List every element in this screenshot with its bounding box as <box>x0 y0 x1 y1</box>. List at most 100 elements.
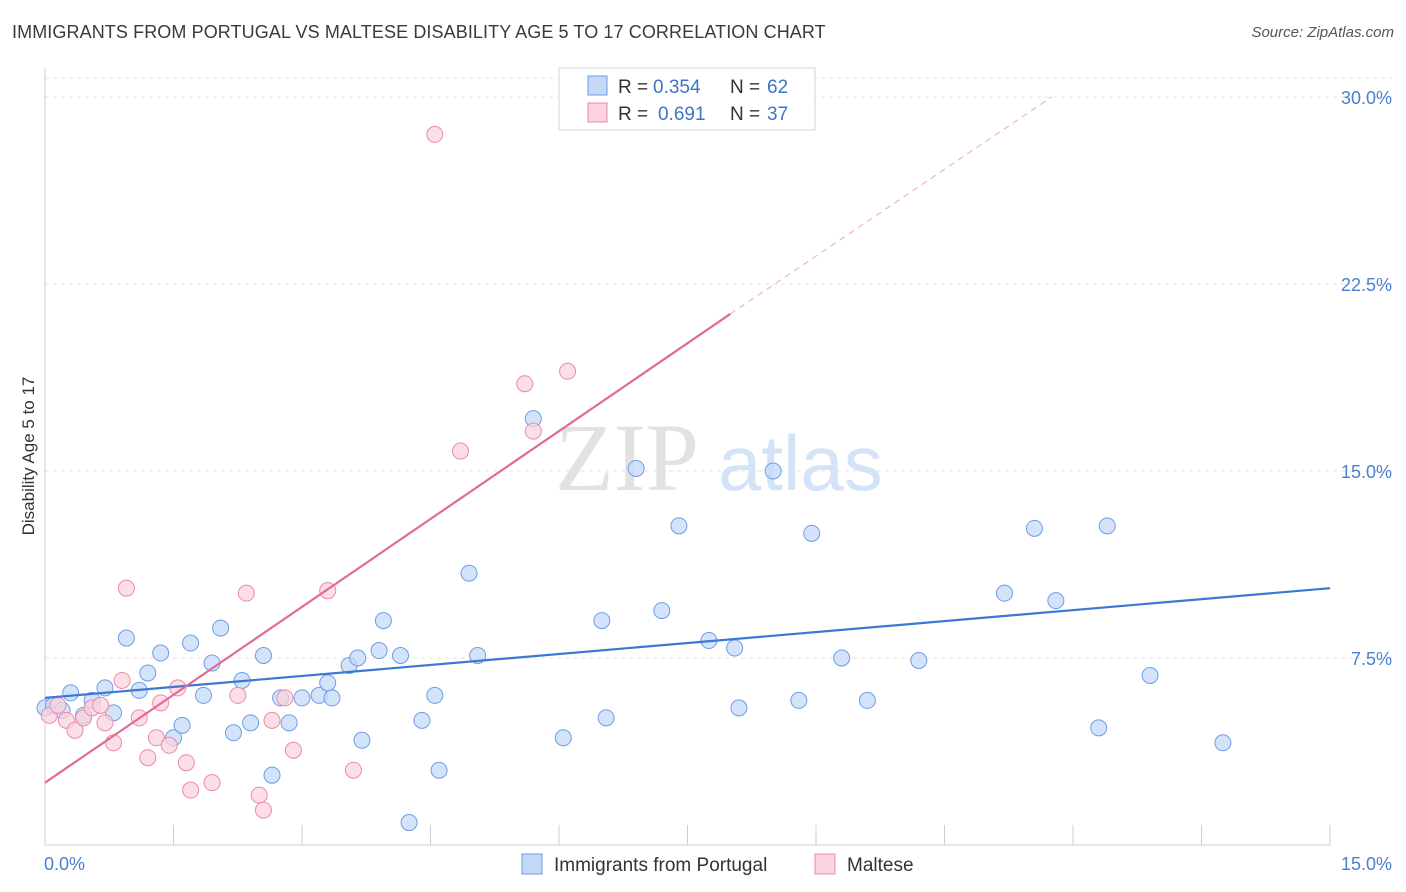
point-portugal <box>426 686 444 704</box>
point-maltese <box>96 714 114 732</box>
point-maltese <box>254 801 272 819</box>
watermark-zip: ZIP <box>555 404 699 511</box>
point-portugal <box>460 564 478 582</box>
point-portugal <box>139 664 157 682</box>
point-portugal <box>597 709 615 727</box>
point-portugal <box>152 644 170 662</box>
point-maltese <box>229 686 247 704</box>
point-maltese <box>92 696 110 714</box>
y-tick-label: 15.0% <box>1341 462 1392 482</box>
point-portugal <box>1047 592 1065 610</box>
point-portugal <box>910 651 928 669</box>
trend-extension-maltese <box>729 96 1052 315</box>
point-maltese <box>524 422 542 440</box>
point-portugal <box>374 612 392 630</box>
point-portugal <box>653 602 671 620</box>
point-portugal <box>323 689 341 707</box>
point-portugal <box>1025 519 1043 537</box>
legend-top-n-label-maltese: N = <box>730 104 760 125</box>
labels-layer: 7.5% 15.0% 22.5% 30.0% 0.0% 15.0% <box>44 88 1392 874</box>
point-maltese <box>263 711 281 729</box>
y-tick-label: 22.5% <box>1341 275 1392 295</box>
point-maltese <box>516 375 534 393</box>
point-maltese <box>250 786 268 804</box>
point-maltese <box>139 749 157 767</box>
x-tick-label: 15.0% <box>1341 854 1392 874</box>
point-portugal <box>1141 666 1159 684</box>
point-maltese <box>276 689 294 707</box>
point-portugal <box>353 731 371 749</box>
point-maltese <box>160 736 178 754</box>
point-portugal <box>62 684 80 702</box>
watermark: ZIP atlas <box>555 404 883 511</box>
watermark-atlas: atlas <box>718 419 883 507</box>
chart-source: Source: ZipAtlas.com <box>1251 24 1394 41</box>
point-portugal <box>349 649 367 667</box>
point-maltese <box>147 729 165 747</box>
point-maltese <box>559 362 577 380</box>
point-portugal <box>833 649 851 667</box>
point-portugal <box>554 729 572 747</box>
legend-top-swatch-maltese <box>587 102 608 123</box>
point-portugal <box>117 629 135 647</box>
point-portugal <box>392 647 410 665</box>
y-tick-label: 7.5% <box>1351 649 1392 669</box>
point-maltese <box>105 734 123 752</box>
point-maltese <box>237 584 255 602</box>
point-portugal <box>1098 517 1116 535</box>
point-maltese <box>284 741 302 759</box>
point-portugal <box>1214 734 1232 752</box>
point-portugal <box>670 517 688 535</box>
point-portugal <box>730 699 748 717</box>
point-portugal <box>242 714 260 732</box>
points-layer <box>36 125 1232 832</box>
point-portugal <box>803 524 821 542</box>
point-portugal <box>627 460 645 478</box>
legend-top: R = 0.354 N = 62 R = 0.691 N = 37 <box>558 67 816 131</box>
point-portugal <box>370 642 388 660</box>
legend-top-n-label-portugal: N = <box>730 77 760 98</box>
point-portugal <box>430 761 448 779</box>
grid-layer <box>45 77 1392 659</box>
point-maltese <box>203 774 221 792</box>
y-axis-title: Disability Age 5 to 17 <box>19 377 38 536</box>
legend-top-r-value-portugal: 0.354 <box>653 77 701 98</box>
legend-bottom-swatch-maltese <box>814 853 836 875</box>
point-portugal <box>319 674 337 692</box>
legend-top-r-value-maltese: 0.691 <box>658 104 706 125</box>
point-maltese <box>113 671 131 689</box>
point-portugal <box>1090 719 1108 737</box>
point-portugal <box>293 689 311 707</box>
legend-top-r-label-maltese: R = <box>618 104 648 125</box>
point-portugal <box>413 711 431 729</box>
legend-bottom-label-portugal: Immigrants from Portugal <box>554 855 767 876</box>
point-maltese <box>177 754 195 772</box>
legend-top-r-label-portugal: R = <box>618 77 648 98</box>
point-portugal <box>400 814 418 832</box>
point-portugal <box>182 634 200 652</box>
point-portugal <box>254 647 272 665</box>
point-maltese <box>49 696 67 714</box>
trend-layer <box>44 96 1331 784</box>
y-tick-label: 30.0% <box>1341 88 1392 108</box>
point-portugal <box>790 691 808 709</box>
point-portugal <box>858 691 876 709</box>
point-portugal <box>593 612 611 630</box>
point-portugal <box>726 639 744 657</box>
point-maltese <box>451 442 469 460</box>
point-portugal <box>194 686 212 704</box>
point-portugal <box>995 584 1013 602</box>
point-portugal <box>224 724 242 742</box>
point-portugal <box>280 714 298 732</box>
point-maltese <box>182 781 200 799</box>
point-maltese <box>117 579 135 597</box>
x-tick-label: 0.0% <box>44 854 85 874</box>
point-portugal <box>212 619 230 637</box>
point-maltese <box>66 721 84 739</box>
trend-line-maltese <box>44 313 731 784</box>
legend-bottom-label-maltese: Maltese <box>847 855 914 876</box>
trend-line-portugal <box>44 587 1331 699</box>
point-maltese <box>344 761 362 779</box>
point-maltese <box>426 125 444 143</box>
